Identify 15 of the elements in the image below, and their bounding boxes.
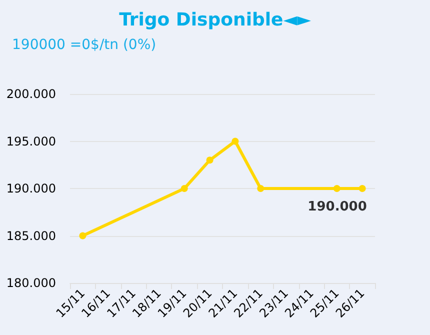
point xyxy=(232,138,239,145)
annotation: 190.000 xyxy=(308,200,367,214)
point xyxy=(358,185,366,192)
y-tick-label: 185.000 xyxy=(6,228,56,243)
point xyxy=(333,185,340,192)
chart-title: Trigo Disponible◄► xyxy=(119,10,312,30)
point xyxy=(79,232,86,240)
point xyxy=(206,156,214,164)
point xyxy=(257,185,264,192)
y-tick-label: 195.000 xyxy=(6,134,56,148)
point xyxy=(180,185,188,192)
y-tick-label: 180.000 xyxy=(6,276,56,290)
chart-subtitle: 190000 =0$/tn (0%) xyxy=(12,37,156,53)
y-tick-label: 190.000 xyxy=(6,182,56,196)
y-tick-label: 200.000 xyxy=(6,87,56,101)
